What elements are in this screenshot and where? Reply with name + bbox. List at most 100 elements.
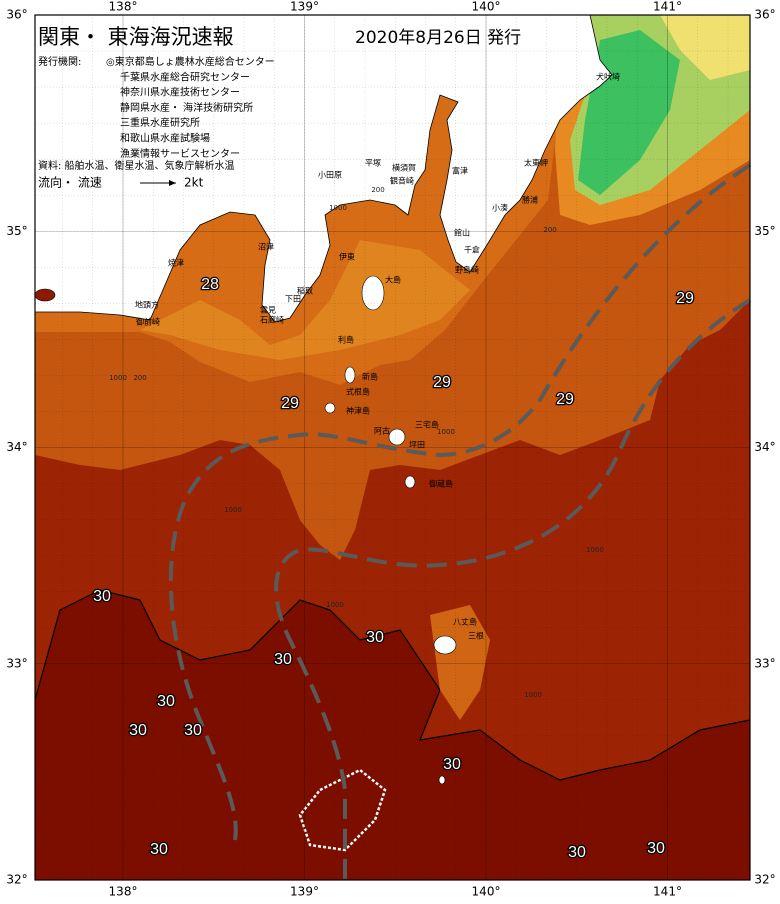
lat-label: 32° xyxy=(6,873,27,887)
depth-label: 200 xyxy=(133,374,146,382)
place-name: 三宅島 xyxy=(415,420,439,430)
lat-label: 33° xyxy=(6,656,27,670)
issuer: 三重県水産研究所 xyxy=(120,116,200,129)
place-name: 雲見 xyxy=(260,306,276,315)
depth-label: 1000 xyxy=(437,428,455,436)
legend-label: 流向・ 流速 xyxy=(38,175,102,190)
place-name: 焼津 xyxy=(168,258,184,268)
lon-label: 139° xyxy=(290,885,319,899)
place-name: 御蔵島 xyxy=(429,479,453,489)
place-name: 観音崎 xyxy=(390,176,414,186)
lat-label: 34° xyxy=(6,440,27,454)
lon-label: 140° xyxy=(472,885,501,899)
place-name: 千倉 xyxy=(464,245,480,255)
place-name: 伊東 xyxy=(339,252,355,262)
place-name: 三根 xyxy=(468,631,484,641)
place-name: 勝浦 xyxy=(522,195,538,205)
temperature-label: 30 xyxy=(150,841,168,858)
issue-date: 2020年8月26日 発行 xyxy=(355,28,521,48)
temperature-label: 30 xyxy=(568,844,586,861)
temperature-label: 30 xyxy=(443,756,461,773)
temperature-label: 30 xyxy=(93,588,111,605)
temperature-label: 29 xyxy=(676,290,694,307)
temperature-label: 30 xyxy=(274,651,292,668)
island xyxy=(438,775,446,785)
sea-30 xyxy=(35,590,750,880)
depth-label: 1000 xyxy=(329,204,347,212)
legend-arrowhead xyxy=(169,180,176,186)
lat-label: 35° xyxy=(754,224,775,238)
place-name: 神津島 xyxy=(346,406,370,416)
legend-speed: 2kt xyxy=(184,176,204,190)
sea-hachijo xyxy=(430,605,490,720)
issuers-label: 発行機関: xyxy=(38,55,81,68)
island xyxy=(404,475,416,489)
lat-label: 36° xyxy=(754,8,775,22)
temperature-label: 30 xyxy=(647,840,665,857)
place-name: 新島 xyxy=(362,372,378,382)
place-name: 坪田 xyxy=(409,441,425,450)
issuer: 漁業情報サービスセンター xyxy=(120,147,240,160)
grid xyxy=(35,14,750,881)
lake xyxy=(34,288,56,302)
lon-label: 138° xyxy=(109,885,138,899)
temperature-label: 30 xyxy=(366,629,384,646)
depth-label: 1000 xyxy=(524,691,542,699)
island xyxy=(433,635,457,655)
temperature-label: 29 xyxy=(281,395,299,412)
lat-label: 36° xyxy=(6,8,27,22)
depth-label: 200 xyxy=(371,186,384,194)
place-name: 稲取 xyxy=(297,286,313,296)
warm-eddy-outline xyxy=(298,768,387,852)
lon-label: 140° xyxy=(472,0,501,14)
depth-label: 1000 xyxy=(326,601,344,609)
issuer: 和歌山県水産試験場 xyxy=(120,132,210,145)
place-name: 沼津 xyxy=(258,242,274,252)
kuroshio-paths xyxy=(168,163,752,880)
source: 資料: 船舶水温、衛星水温、気象庁解析水温 xyxy=(38,159,235,172)
place-name: 大島 xyxy=(385,275,401,285)
place-name: 館山 xyxy=(454,228,470,238)
place-name: 利島 xyxy=(338,335,354,345)
lon-label: 141° xyxy=(653,885,682,899)
place-name: 御前崎 xyxy=(136,317,160,327)
lat-label: 33° xyxy=(754,656,775,670)
issuer: 静岡県水産・ 海洋技術研究所 xyxy=(120,101,253,114)
temperature-label: 30 xyxy=(129,722,147,739)
lat-label: 35° xyxy=(6,224,27,238)
title: 関東・ 東海海況速報 xyxy=(38,25,234,49)
lon-label: 139° xyxy=(290,0,319,14)
land xyxy=(34,14,613,323)
sea-cold-yellow xyxy=(660,15,750,80)
place-name: 平塚 xyxy=(365,159,381,168)
temperature-label: 30 xyxy=(157,693,175,710)
depth-label: 200 xyxy=(543,226,556,234)
frame xyxy=(34,14,751,881)
island xyxy=(388,428,406,446)
lat-label: 32° xyxy=(754,873,775,887)
island xyxy=(361,275,385,311)
issuer: ◎東京都島しょ農林水産総合センター xyxy=(106,55,275,68)
issuer: 千葉県水産総合研究センター xyxy=(120,70,250,83)
issuer: 神奈川県水産技術センター xyxy=(120,86,240,99)
place-name: 阿古 xyxy=(374,426,390,436)
place-name: 野島崎 xyxy=(455,265,479,275)
depth-label: 1000 xyxy=(224,506,242,514)
island xyxy=(324,402,336,414)
temperature-label: 29 xyxy=(556,391,574,408)
place-name: 横須賀 xyxy=(392,163,416,173)
place-name: 小田原 xyxy=(318,171,342,180)
place-name: 式根島 xyxy=(346,387,370,397)
labels: 138° 138° 139° 139° 140° 140° 141° 141° 36° 36° 35… xyxy=(6,0,775,899)
islands xyxy=(34,275,457,785)
temperature-label: 30 xyxy=(184,722,202,739)
temperature-label: 29 xyxy=(433,374,451,391)
depth-label: 1000 xyxy=(586,546,604,554)
sea-bay xyxy=(140,240,470,360)
place-name: 小湊 xyxy=(492,203,508,213)
depth-label: 1000 xyxy=(109,374,127,382)
place-name: 犬吠埼 xyxy=(596,72,620,82)
lat-label: 34° xyxy=(754,440,775,454)
place-name: 石廊崎 xyxy=(260,315,284,325)
